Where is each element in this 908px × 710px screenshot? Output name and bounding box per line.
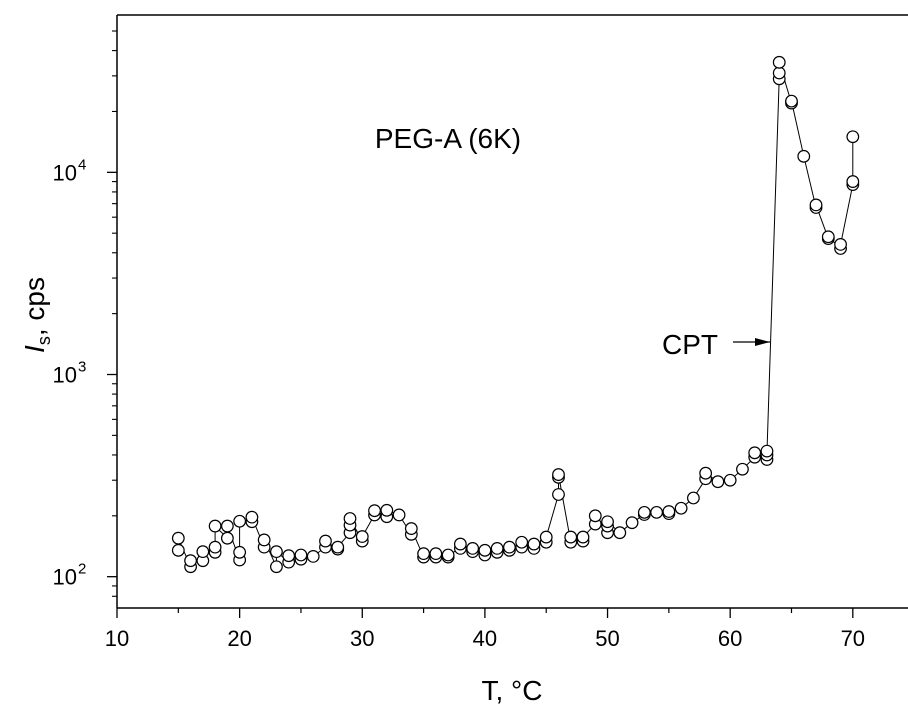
y-tick-exponent: 2 bbox=[78, 561, 86, 578]
data-point bbox=[613, 526, 627, 540]
y-axis-title-sub: s bbox=[34, 336, 54, 345]
data-point bbox=[515, 535, 529, 549]
x-tick-label: 50 bbox=[595, 626, 619, 651]
data-point bbox=[552, 468, 565, 481]
data-point bbox=[245, 510, 259, 524]
data-point bbox=[760, 444, 774, 458]
x-axis-title: T, °C bbox=[482, 675, 543, 706]
data-point bbox=[834, 238, 847, 251]
data-point bbox=[270, 545, 283, 559]
data-point bbox=[650, 505, 663, 519]
data-point bbox=[552, 488, 565, 501]
data-point bbox=[588, 509, 602, 523]
data-point bbox=[478, 543, 492, 557]
data-point bbox=[846, 130, 860, 144]
data-point bbox=[490, 542, 504, 555]
data-point bbox=[380, 503, 394, 517]
data-point bbox=[220, 531, 234, 545]
data-point bbox=[233, 514, 247, 528]
data-point bbox=[282, 549, 296, 563]
y-tick-exponent: 3 bbox=[78, 359, 86, 376]
data-point bbox=[662, 505, 676, 518]
data-point bbox=[294, 548, 308, 562]
y-tick-exponent: 4 bbox=[78, 156, 86, 173]
data-point bbox=[785, 94, 798, 108]
y-axis-title: Is, cps bbox=[19, 277, 54, 353]
data-point bbox=[576, 530, 590, 544]
data-point bbox=[233, 545, 247, 559]
data-point bbox=[417, 547, 430, 561]
data-point bbox=[171, 531, 185, 545]
cpt-arrow bbox=[733, 338, 770, 346]
data-point bbox=[343, 512, 357, 525]
x-tick-label: 10 bbox=[105, 626, 129, 651]
data-point bbox=[220, 519, 234, 533]
data-point bbox=[686, 491, 700, 505]
data-point bbox=[539, 530, 553, 544]
data-point bbox=[441, 548, 455, 562]
data-layer bbox=[171, 55, 860, 574]
data-point bbox=[392, 508, 406, 522]
data-point bbox=[368, 504, 381, 518]
data-point bbox=[319, 534, 332, 548]
y-tick-label: 10 bbox=[53, 363, 77, 388]
data-point bbox=[674, 501, 688, 515]
x-tick-label: 30 bbox=[350, 626, 374, 651]
data-point bbox=[821, 230, 835, 244]
data-point bbox=[466, 542, 480, 555]
data-point bbox=[306, 549, 320, 563]
data-point bbox=[453, 537, 467, 551]
data-point bbox=[196, 545, 210, 559]
data-point bbox=[208, 519, 222, 533]
x-tick-label: 70 bbox=[841, 626, 865, 651]
data-point bbox=[257, 533, 271, 547]
data-point bbox=[208, 540, 222, 554]
data-point bbox=[184, 554, 197, 568]
annotation-cpt: CPT bbox=[662, 329, 718, 360]
data-point bbox=[637, 505, 651, 519]
data-point bbox=[601, 515, 614, 529]
annotation-title: PEG-A (6K) bbox=[375, 123, 521, 154]
data-point bbox=[797, 149, 811, 163]
y-tick-label: 10 bbox=[53, 160, 77, 185]
plot-area bbox=[116, 14, 908, 609]
data-point bbox=[503, 540, 516, 554]
data-point bbox=[723, 473, 737, 487]
data-point bbox=[171, 543, 185, 557]
x-tick-label: 60 bbox=[718, 626, 742, 651]
data-point bbox=[846, 175, 860, 188]
data-point bbox=[331, 540, 345, 554]
data-point bbox=[404, 522, 418, 535]
data-point bbox=[625, 516, 639, 530]
data-point bbox=[772, 66, 786, 80]
data-point bbox=[748, 446, 762, 460]
data-point bbox=[736, 462, 749, 476]
y-axis-title-main: I bbox=[19, 345, 50, 353]
data-point bbox=[699, 466, 713, 480]
data-point bbox=[564, 530, 578, 544]
data-point bbox=[527, 537, 541, 551]
data-point bbox=[270, 560, 283, 574]
data-point bbox=[711, 475, 725, 489]
x-tick-label: 20 bbox=[227, 626, 251, 651]
data-point bbox=[809, 198, 823, 212]
data-point bbox=[429, 547, 443, 561]
data-point bbox=[355, 530, 369, 543]
y-axis-title-rest: , cps bbox=[19, 277, 50, 336]
x-tick-label: 40 bbox=[473, 626, 497, 651]
data-point bbox=[772, 55, 786, 69]
y-tick-label: 10 bbox=[53, 565, 77, 590]
